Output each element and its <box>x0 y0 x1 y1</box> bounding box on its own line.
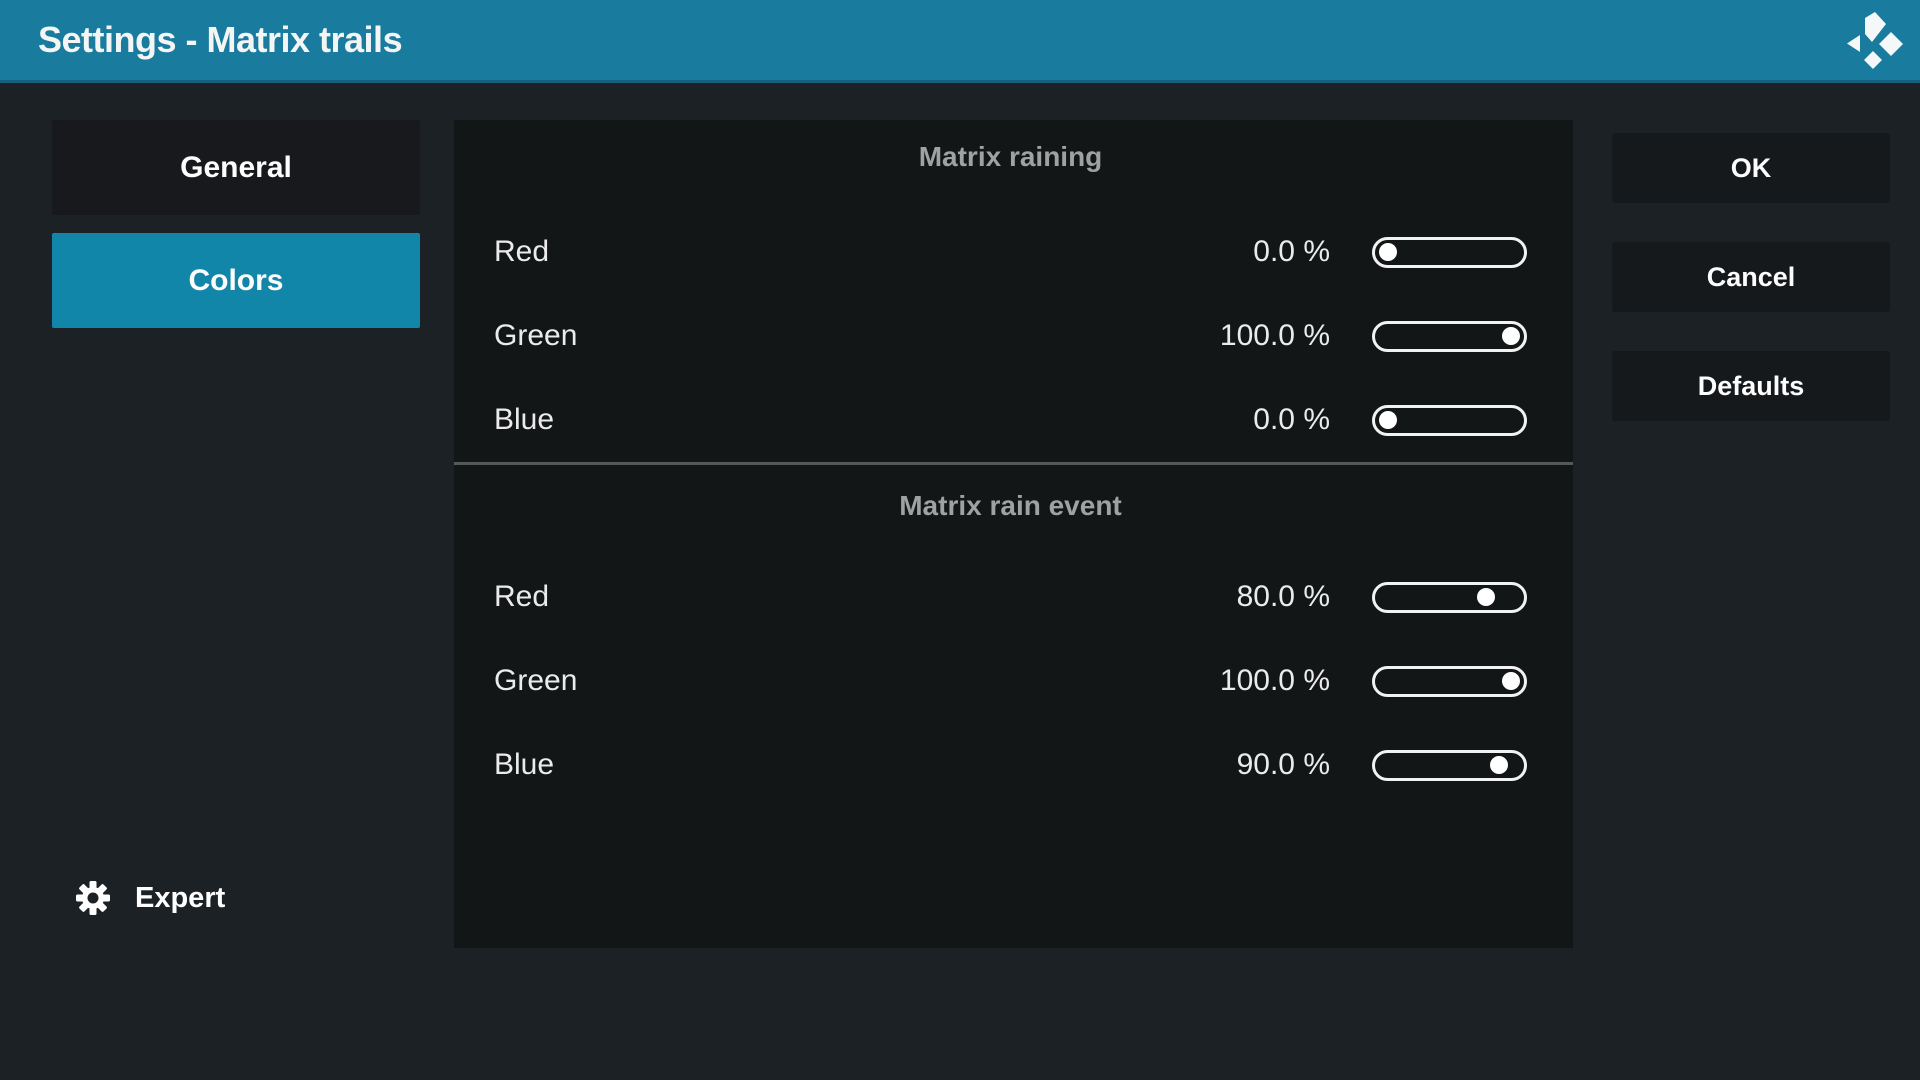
setting-row-event-blue: Blue 90.0 % <box>494 723 1527 807</box>
slider-knob[interactable] <box>1502 672 1520 690</box>
slider-knob[interactable] <box>1489 756 1508 774</box>
slider-knob[interactable] <box>1502 327 1520 345</box>
slider-event-blue[interactable] <box>1372 749 1527 781</box>
section-heading-matrix-raining: Matrix raining <box>918 141 1103 172</box>
setting-value: 0.0 % <box>1253 403 1330 436</box>
settings-panel: Matrix raining Red 0.0 % Green 100.0 % B… <box>454 120 1573 948</box>
dialog-title: Settings - Matrix trails <box>38 19 403 60</box>
slider-knob[interactable] <box>1379 411 1397 429</box>
setting-label: Green <box>494 319 578 352</box>
setting-row-raining-green: Green 100.0 % <box>494 294 1527 378</box>
setting-label: Red <box>494 235 550 268</box>
section-divider <box>454 462 1573 465</box>
slider-event-red[interactable] <box>1372 581 1527 613</box>
slider-knob[interactable] <box>1379 243 1397 261</box>
setting-label: Red <box>494 580 550 613</box>
gear-icon <box>76 881 110 915</box>
slider-knob[interactable] <box>1477 588 1496 606</box>
sidebar-item-colors[interactable]: Colors <box>52 233 420 328</box>
setting-label: Blue <box>494 403 555 436</box>
title-bar: Settings - Matrix trails <box>0 0 1920 83</box>
setting-row-event-red: Red 80.0 % <box>494 555 1527 639</box>
setting-value: 100.0 % <box>1219 664 1330 697</box>
action-buttons: OK Cancel Defaults <box>1612 133 1890 421</box>
setting-value: 80.0 % <box>1236 580 1330 613</box>
slider-event-green[interactable] <box>1372 665 1527 697</box>
setting-row-raining-red: Red 0.0 % <box>494 210 1527 294</box>
setting-label: Blue <box>494 748 555 781</box>
setting-row-event-green: Green 100.0 % <box>494 639 1527 723</box>
category-nav: General Colors <box>52 120 420 328</box>
defaults-button[interactable]: Defaults <box>1612 351 1890 421</box>
slider-raining-blue[interactable] <box>1372 404 1527 436</box>
section-heading-matrix-rain-event: Matrix rain event <box>899 490 1122 521</box>
cancel-button[interactable]: Cancel <box>1612 242 1890 312</box>
setting-value: 100.0 % <box>1219 319 1330 352</box>
settings-level-toggle[interactable]: Expert <box>73 878 225 918</box>
kodi-logo-icon <box>1847 12 1903 69</box>
setting-label: Green <box>494 664 578 697</box>
slider-raining-red[interactable] <box>1372 236 1527 268</box>
sidebar-item-general[interactable]: General <box>52 120 420 215</box>
settings-level-label: Expert <box>135 881 226 914</box>
ok-button[interactable]: OK <box>1612 133 1890 203</box>
setting-row-raining-blue: Blue 0.0 % <box>494 378 1527 462</box>
slider-raining-green[interactable] <box>1372 320 1527 352</box>
setting-value: 0.0 % <box>1253 235 1330 268</box>
setting-value: 90.0 % <box>1236 748 1330 781</box>
